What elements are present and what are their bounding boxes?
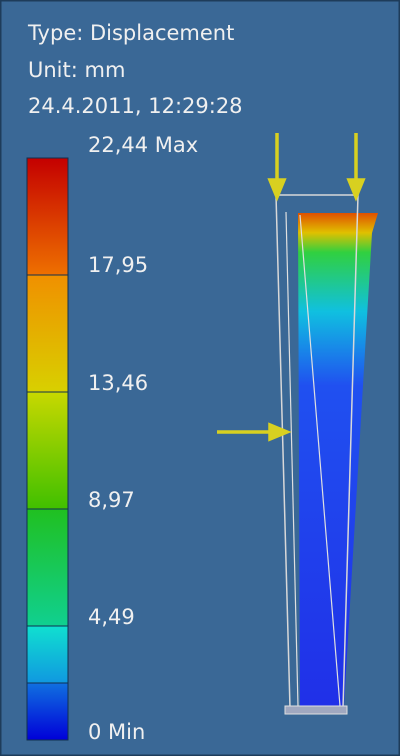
color-band (27, 275, 68, 392)
support (285, 706, 347, 714)
result-view: Type: Displacement Unit: mm 24.4.2011, 1… (0, 0, 400, 756)
legend-label: 4,49 (88, 605, 135, 629)
result-type: Type: Displacement (27, 21, 234, 45)
color-band (27, 626, 68, 683)
legend-label: 0 Min (88, 720, 145, 744)
legend-label: 17,95 (88, 253, 148, 277)
color-band (27, 683, 68, 740)
timestamp: 24.4.2011, 12:29:28 (28, 94, 243, 118)
color-band (27, 392, 68, 509)
legend-label: 22,44 Max (88, 133, 198, 157)
legend-label: 8,97 (88, 488, 135, 512)
color-bar (27, 158, 68, 740)
color-band (27, 158, 68, 275)
color-band (27, 509, 68, 626)
legend-label: 13,46 (88, 371, 148, 395)
unit: Unit: mm (28, 58, 125, 82)
